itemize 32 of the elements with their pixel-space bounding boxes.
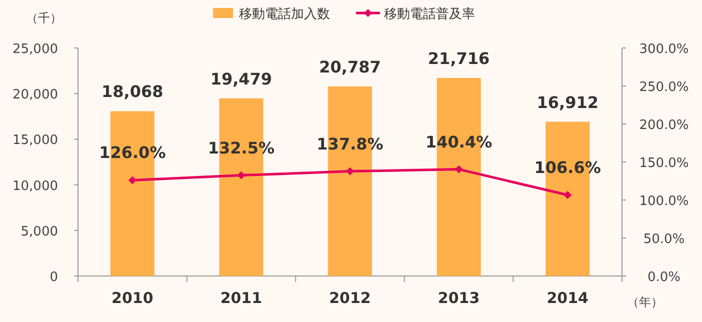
y-tick-label: 5,000 — [20, 224, 58, 240]
y2-tick-label: 200.0% — [639, 118, 689, 133]
y2-tick-label: 150.0% — [639, 156, 689, 171]
y2-tick-label: 300.0% — [639, 42, 689, 57]
data-label: 16,912 — [536, 92, 598, 112]
data-label: 19,479 — [210, 69, 272, 88]
data-label: 20,787 — [319, 57, 381, 76]
legend-label: 移動電話加入数 — [239, 7, 330, 22]
data-label: 21,716 — [428, 48, 490, 68]
x-tick-label: 2014 — [546, 289, 588, 307]
y2-tick-label: 250.0% — [639, 80, 689, 95]
x-tick-label: 2012 — [329, 289, 371, 307]
y2-tick-label: 50.0% — [643, 232, 685, 247]
y2-tick-label: 0.0% — [647, 270, 681, 285]
y-tick-label: 0 — [50, 270, 58, 285]
y-axis-title: （千） — [26, 11, 62, 25]
y-tick-label: 25,000 — [12, 42, 58, 57]
y-tick-label: 10,000 — [12, 178, 58, 194]
legend-label: 移動電話普及率 — [384, 6, 475, 22]
y-tick-label: 15,000 — [12, 133, 58, 148]
point — [454, 165, 463, 174]
point — [564, 190, 572, 199]
x-tick-label: 2010 — [112, 289, 154, 307]
data-label: 18,068 — [102, 82, 164, 102]
x-axis-title: （年） — [627, 295, 663, 309]
point — [346, 167, 354, 176]
point — [237, 171, 246, 180]
y-tick-label: 20,000 — [12, 88, 58, 103]
x-tick-label: 2013 — [438, 289, 480, 307]
x-tick-label: 2011 — [220, 289, 262, 307]
y2-tick-label: 100.0% — [639, 194, 689, 209]
point — [128, 176, 136, 184]
